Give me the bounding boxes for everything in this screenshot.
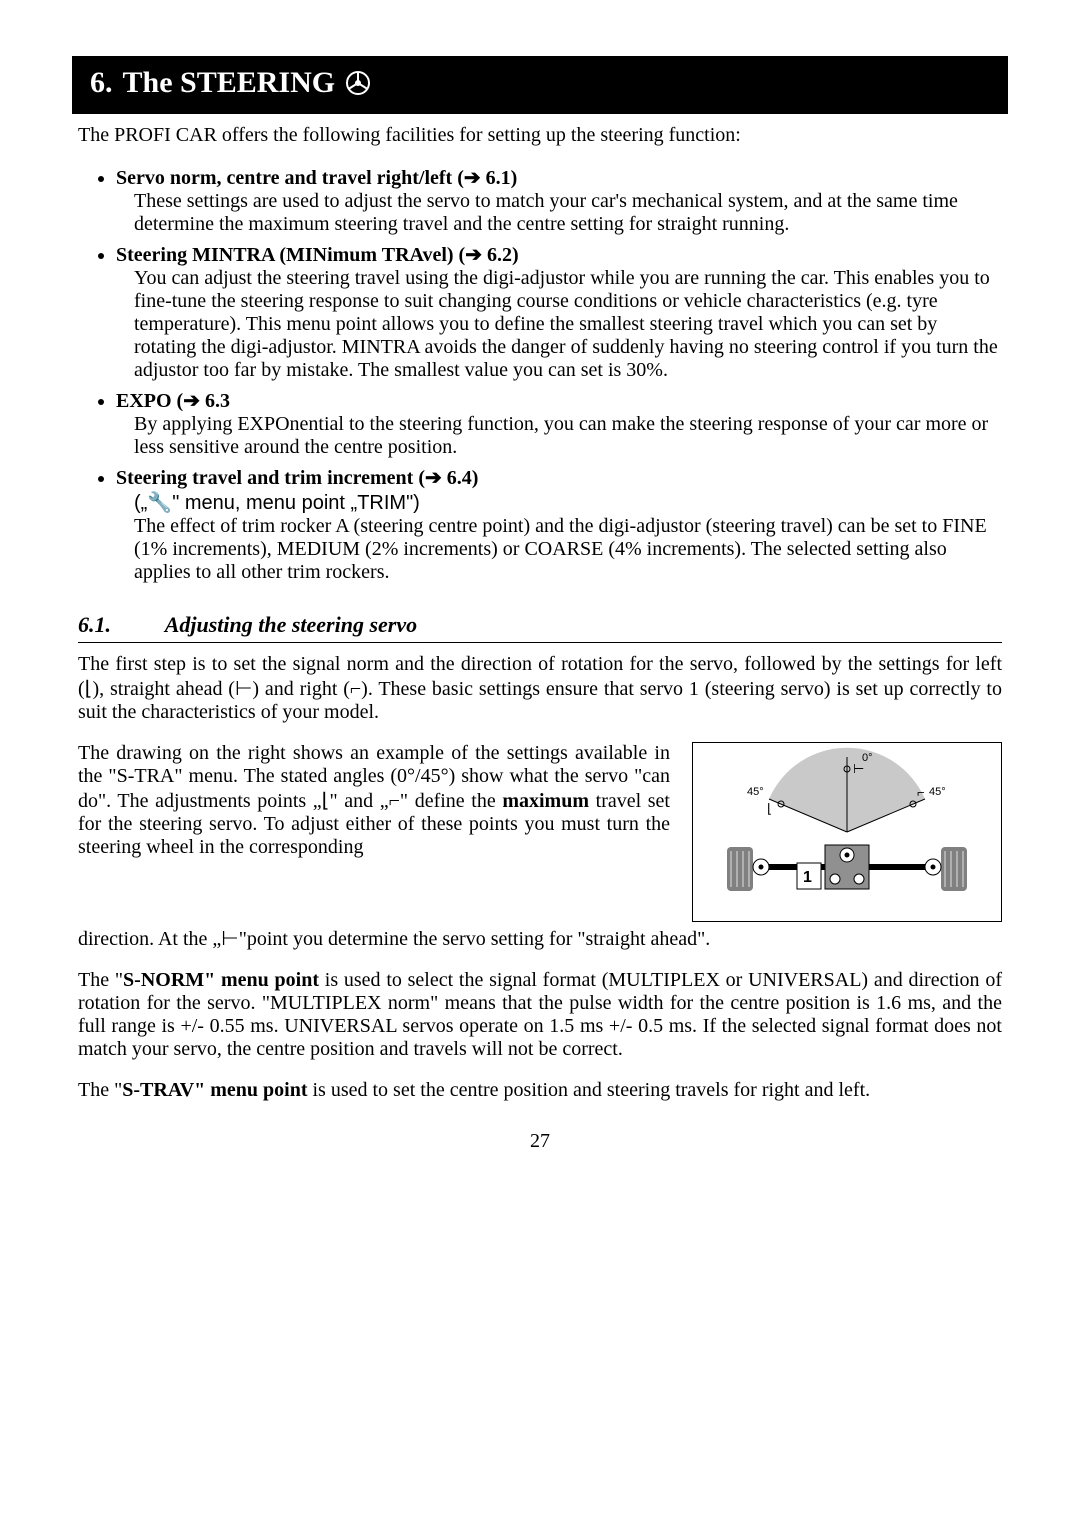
section-para-snorm: The "S-NORM" menu point is used to selec… xyxy=(78,969,1002,1061)
chapter-number: 6. xyxy=(90,66,113,100)
facilities-list: Servo norm, centre and travel right/left… xyxy=(78,165,1002,584)
item-ref: 6.3 xyxy=(200,390,230,412)
svg-text:45°: 45° xyxy=(929,786,946,798)
arrow-icon: ➔ xyxy=(464,167,481,189)
section-number: 6.1. xyxy=(78,612,160,638)
item-subhead: („🔧" menu, menu point „TRIM") xyxy=(134,492,420,514)
p3-pre: The " xyxy=(78,969,123,991)
figure-continue-text: direction. At the „⊢"point you determine… xyxy=(78,926,1002,951)
list-item: Servo norm, centre and travel right/left… xyxy=(116,165,1002,236)
item-ref: 6.1) xyxy=(481,167,518,189)
item-body: These settings are used to adjust the se… xyxy=(134,190,1002,236)
arrow-icon: ➔ xyxy=(183,390,200,412)
section-para-1: The first step is to set the signal norm… xyxy=(78,653,1002,724)
figure-side-text: The drawing on the right shows an exampl… xyxy=(78,742,670,922)
chapter-heading: 6. The STEERING xyxy=(72,56,1008,114)
arrow-icon: ➔ xyxy=(465,244,482,266)
p4-bold: S-TRAV" menu point xyxy=(122,1079,307,1101)
p4-post: is used to set the centre position and s… xyxy=(308,1079,871,1101)
arrow-icon: ➔ xyxy=(425,467,442,489)
p3-bold: S-NORM" menu point xyxy=(123,969,319,991)
svg-text:⌐: ⌐ xyxy=(917,785,925,800)
item-ref: 6.2) xyxy=(482,244,519,266)
list-item: Steering MINTRA (MINimum TRAvel) (➔ 6.2)… xyxy=(116,242,1002,382)
steering-wheel-icon xyxy=(345,70,371,96)
item-body: The effect of trim rocker A (steering ce… xyxy=(134,515,987,583)
item-body: By applying EXPOnential to the steering … xyxy=(134,413,1002,459)
item-head-text: Servo norm, centre and travel right/left… xyxy=(116,167,464,189)
item-body: You can adjust the steering travel using… xyxy=(134,267,1002,382)
svg-text:⊢: ⊢ xyxy=(853,761,864,776)
svg-text:1: 1 xyxy=(803,869,812,886)
item-ref: 6.4) xyxy=(442,467,479,489)
item-head-text: Steering travel and trim increment ( xyxy=(116,467,425,489)
fig-text-bold: maximum xyxy=(502,790,589,812)
page-number: 27 xyxy=(72,1130,1008,1153)
section-title: Adjusting the steering servo xyxy=(165,612,417,637)
p4-pre: The " xyxy=(78,1079,122,1101)
section-para-strav: The "S-TRAV" menu point is used to set t… xyxy=(78,1079,1002,1102)
section-divider xyxy=(78,642,1002,643)
chapter-title: The STEERING xyxy=(123,66,336,100)
svg-text:⌊: ⌊ xyxy=(767,801,772,816)
list-item: Steering travel and trim increment (➔ 6.… xyxy=(116,465,1002,584)
list-item: EXPO (➔ 6.3 By applying EXPOnential to t… xyxy=(116,388,1002,459)
item-head-text: Steering MINTRA (MINimum TRAvel) ( xyxy=(116,244,465,266)
steering-servo-figure: 0° 45° 45° ⊢ ⌊ ⌐ xyxy=(692,742,1002,922)
item-head-text: EXPO ( xyxy=(116,390,183,412)
section-heading: 6.1. Adjusting the steering servo xyxy=(78,612,1002,638)
intro-text: The PROFI CAR offers the following facil… xyxy=(78,124,1002,147)
svg-text:45°: 45° xyxy=(747,786,764,798)
